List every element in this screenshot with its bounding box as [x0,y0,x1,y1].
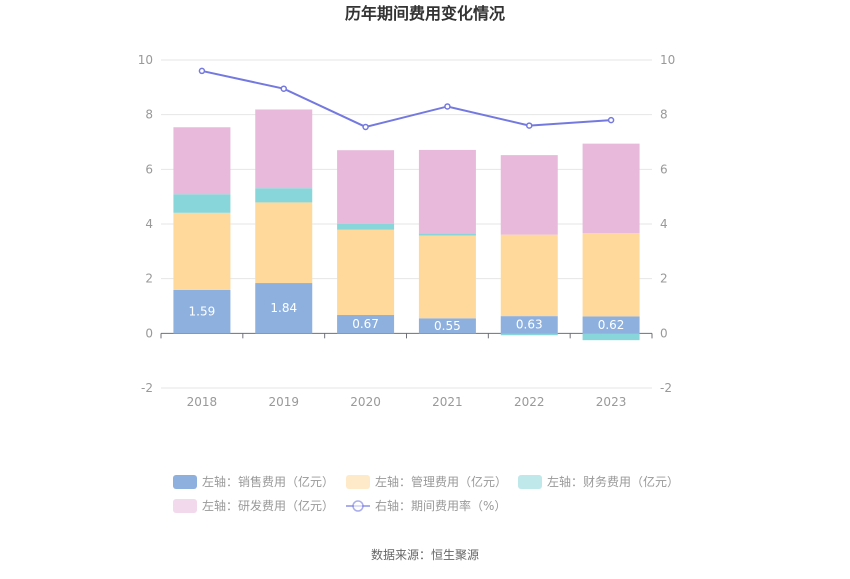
x-axis: 2018 2019 2020 2021 2022 2023 [160,333,653,409]
rate-line [198,67,615,131]
bar-segment [418,149,476,234]
legend: 左轴：销售费用（亿元） 左轴：管理费用（亿元） 左轴：财务费用（亿元） 左轴：研发费用… [173,474,679,513]
bar-segment [500,316,558,334]
x-tick-label: 2018 [187,395,218,409]
bar-segment [255,283,313,334]
x-tick-label: 2022 [514,395,545,409]
left-tick-label: 2 [145,272,153,286]
legend-entry[interactable]: 右轴：期间费用率（%） [375,498,506,513]
left-tick-label: 10 [138,53,153,67]
bars [173,109,640,341]
x-tick-label: 2023 [596,395,627,409]
bar-segment [255,202,313,284]
bar-segment [418,318,476,334]
bar-segment [582,233,640,317]
left-tick-label: 6 [145,162,153,176]
bar-segment [337,229,395,316]
bar-segment [500,333,558,336]
legend-swatch [518,475,542,489]
bar-segment [173,289,231,334]
bar-data-label: 0.62 [598,318,625,332]
bar-data-label: 0.55 [434,319,461,333]
bar-segment [337,315,395,334]
legend-entry[interactable]: 左轴：研发费用（亿元） [202,498,334,513]
right-tick-label: 6 [660,162,668,176]
bar-segment [582,333,640,341]
legend-swatch-marker [352,500,364,512]
legend-swatch [173,475,197,489]
rate-point [607,116,615,124]
bar-data-label: 0.63 [516,318,543,332]
right-tick-label: 0 [660,326,668,340]
bar-labels: 1.59 1.84 0.67 0.55 0.63 0.62 [189,301,625,333]
bar-segment [173,127,231,195]
legend-entry[interactable]: 左轴：销售费用（亿元） [202,474,334,489]
source-note: 数据来源：恒生聚源 [371,547,479,562]
bar-segment [337,223,395,230]
bar-segment [418,235,476,319]
rate-point [526,122,533,129]
left-tick-label: 4 [145,217,153,231]
x-tick-label: 2019 [268,395,299,409]
bar-segment [173,194,231,213]
bar-segment [500,155,558,235]
x-tick-label: 2021 [432,395,463,409]
right-tick-label: 4 [660,217,668,231]
right-tick-label: -2 [660,381,672,395]
grid [161,59,652,389]
right-tick-label: 8 [660,108,668,122]
rate-point [362,123,369,131]
x-tick-label: 2020 [350,395,381,409]
bar-data-label: 0.67 [352,317,379,331]
rate-point [444,103,451,110]
legend-entry[interactable]: 左轴：财务费用（亿元） [547,474,679,489]
legend-entry[interactable]: 左轴：管理费用（亿元） [375,474,507,489]
left-tick-label: 8 [145,108,153,122]
legend-swatch [173,499,197,513]
rate-point [280,85,287,92]
rate-point [198,67,206,75]
right-tick-label: 2 [660,272,668,286]
left-tick-label: 0 [145,326,153,340]
bar-segment [173,212,231,290]
bar-segment [337,150,395,224]
chart-title: 历年期间费用变化情况 [345,4,505,23]
bar-segment [582,316,640,334]
bar-segment [418,233,476,236]
bar-segment [255,188,313,203]
right-axis: 10 8 6 4 2 0 -2 [660,53,675,395]
legend-swatch [346,475,370,489]
bar-segment [255,109,313,189]
right-tick-label: 10 [660,53,675,67]
bar-segment [582,143,640,234]
left-tick-label: -2 [141,381,153,395]
rate-line-path [201,69,612,129]
bar-data-label: 1.59 [189,305,216,319]
left-axis: 10 8 6 4 2 0 -2 [138,53,153,395]
bar-segment [500,234,558,317]
bar-data-label: 1.84 [270,301,297,315]
